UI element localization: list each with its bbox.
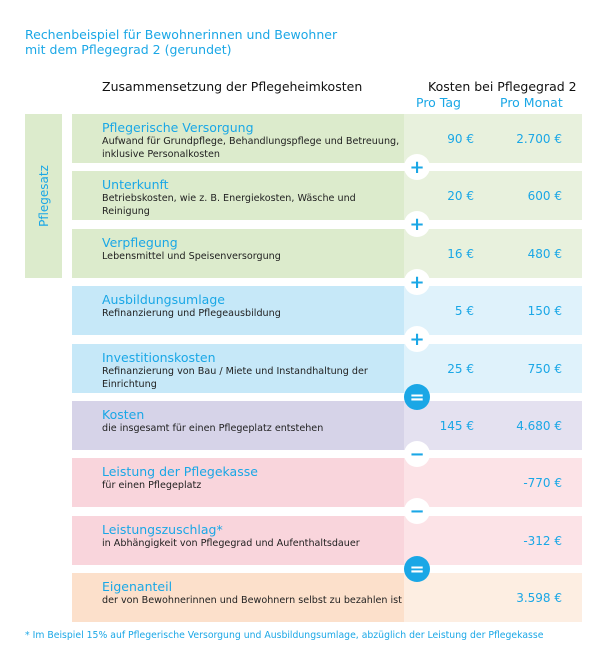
value-per-day: 20 € [447,188,474,203]
row-description-cell: Kosten die insgesamt für einen Pflegepla… [72,401,404,450]
title-line-2: mit dem Pflegegrad 2 (gerundet) [25,42,232,57]
cost-row: Eigenanteil der von Bewohnerinnen und Be… [72,573,582,622]
row-description: für einen Pflegeplatz [102,480,202,491]
value-per-month: -770 € [523,475,562,490]
composition-header: Zusammensetzung der Pflegeheimkosten [102,79,363,94]
row-description-cell: Leistungszuschlag* in Abhängigkeit von P… [72,516,404,565]
value-per-month: 2.700 € [516,131,562,146]
cost-row: Investitionskosten Refinanzierung von Ba… [72,344,582,393]
row-title: Eigenanteil [102,579,173,594]
row-value-cell: 90 € 2.700 € [404,114,582,163]
row-value-cell: 25 € 750 € [404,344,582,393]
row-title: Unterkunft [102,177,169,192]
value-per-month: 750 € [527,361,562,376]
value-per-day: 145 € [439,418,474,433]
row-value-cell: 3.598 € [404,573,582,622]
cost-row: Unterkunft Betriebskosten, wie z. B. Ene… [72,171,582,220]
title-line-1: Rechenbeispiel für Bewohnerinnen und Bew… [25,27,338,42]
value-per-month: 3.598 € [516,590,562,605]
row-title: Leistung der Pflegekasse [102,464,258,479]
minus-icon: − [404,498,430,524]
row-value-cell: 145 € 4.680 € [404,401,582,450]
per-day-header: Pro Tag [416,95,461,110]
plus-icon: + [404,326,430,352]
row-description-cell: Ausbildungsumlage Refinanzierung und Pfl… [72,286,404,335]
costs-header: Kosten bei Pflegegrad 2 [428,79,577,94]
cost-row: Verpflegung Lebensmittel und Speisenvers… [72,229,582,278]
page-title: Rechenbeispiel für Bewohnerinnen und Bew… [25,27,337,57]
row-title: Leistungszuschlag* [102,522,223,537]
row-description: Lebensmittel und Speisenversorgung [102,251,281,262]
value-per-day: 5 € [454,303,474,318]
cost-row: Leistungszuschlag* in Abhängigkeit von P… [72,516,582,565]
row-description-cell: Unterkunft Betriebskosten, wie z. B. Ene… [72,171,404,220]
footnote: * Im Beispiel 15% auf Pflegerische Verso… [25,630,544,641]
row-description: Betriebskosten, wie z. B. Energiekosten,… [102,193,356,217]
per-month-header: Pro Monat [500,95,563,110]
pflegesatz-bracket: Pflegesatz [25,114,62,278]
value-per-day: 90 € [447,131,474,146]
value-per-month: 4.680 € [516,418,562,433]
plus-icon: + [404,154,430,180]
row-description-cell: Eigenanteil der von Bewohnerinnen und Be… [72,573,404,622]
row-title: Investitionskosten [102,350,216,365]
value-per-month: 600 € [527,188,562,203]
value-per-month: 150 € [527,303,562,318]
row-description: in Abhängigkeit von Pflegegrad und Aufen… [102,538,360,549]
equals-icon: = [404,384,430,410]
row-description: der von Bewohnerinnen und Bewohnern selb… [102,595,402,606]
cost-row: Kosten die insgesamt für einen Pflegepla… [72,401,582,450]
pflegesatz-label: Pflegesatz [36,165,51,227]
cost-row: Ausbildungsumlage Refinanzierung und Pfl… [72,286,582,335]
cost-row: Pflegerische Versorgung Aufwand für Grun… [72,114,582,163]
row-description: Refinanzierung und Pflegeausbildung [102,308,281,319]
value-per-month: -312 € [523,533,562,548]
row-description-cell: Pflegerische Versorgung Aufwand für Grun… [72,114,404,163]
plus-icon: + [404,269,430,295]
value-per-day: 25 € [447,361,474,376]
row-title: Ausbildungsumlage [102,292,225,307]
equals-icon: = [404,556,430,582]
row-value-cell: 5 € 150 € [404,286,582,335]
row-value-cell: 20 € 600 € [404,171,582,220]
row-description-cell: Investitionskosten Refinanzierung von Ba… [72,344,404,393]
minus-icon: − [404,441,430,467]
row-description-cell: Leistung der Pflegekasse für einen Pfleg… [72,458,404,507]
row-value-cell: 16 € 480 € [404,229,582,278]
row-description: die insgesamt für einen Pflegeplatz ents… [102,423,324,434]
value-per-month: 480 € [527,246,562,261]
row-value-cell: -312 € [404,516,582,565]
row-description: Refinanzierung von Bau / Miete und Insta… [102,366,368,390]
row-title: Verpflegung [102,235,178,250]
row-value-cell: -770 € [404,458,582,507]
value-per-day: 16 € [447,246,474,261]
row-title: Pflegerische Versorgung [102,120,254,135]
row-description-cell: Verpflegung Lebensmittel und Speisenvers… [72,229,404,278]
row-title: Kosten [102,407,145,422]
cost-row: Leistung der Pflegekasse für einen Pfleg… [72,458,582,507]
row-description: Aufwand für Grundpflege, Behandlungspfle… [102,136,400,160]
plus-icon: + [404,211,430,237]
